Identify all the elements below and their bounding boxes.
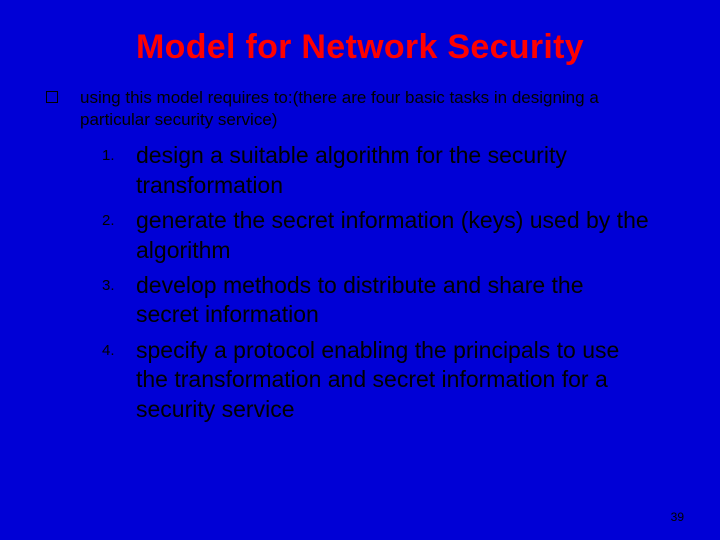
- list-item: 3. develop methods to distribute and sha…: [102, 271, 650, 330]
- list-item: 2. generate the secret information (keys…: [102, 206, 650, 265]
- slide: Model for Network Security using this mo…: [0, 0, 720, 540]
- item-number: 1.: [102, 141, 136, 164]
- page-number: 39: [671, 510, 684, 524]
- intro-text: using this model requires to:(there are …: [80, 87, 690, 131]
- item-text: specify a protocol enabling the principa…: [136, 336, 650, 424]
- intro-bullet: using this model requires to:(there are …: [30, 87, 690, 131]
- list-item: 4. specify a protocol enabling the princ…: [102, 336, 650, 424]
- item-text: generate the secret information (keys) u…: [136, 206, 650, 265]
- item-text: design a suitable algorithm for the secu…: [136, 141, 650, 200]
- item-text: develop methods to distribute and share …: [136, 271, 650, 330]
- item-number: 3.: [102, 271, 136, 294]
- bullet-icon: [46, 91, 58, 103]
- item-number: 4.: [102, 336, 136, 359]
- list-item: 1. design a suitable algorithm for the s…: [102, 141, 650, 200]
- task-list: 1. design a suitable algorithm for the s…: [30, 141, 690, 424]
- slide-title: Model for Network Security: [30, 28, 690, 67]
- item-number: 2.: [102, 206, 136, 229]
